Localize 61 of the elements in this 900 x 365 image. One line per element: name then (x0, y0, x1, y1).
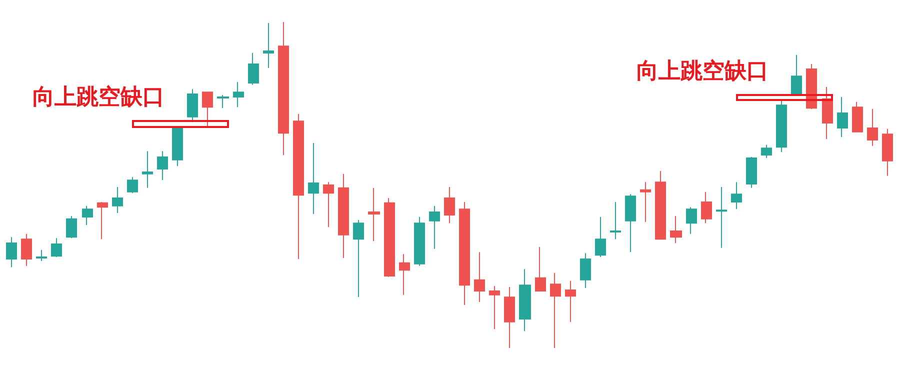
candlestick (731, 182, 742, 210)
candlestick (519, 268, 531, 332)
candlestick (51, 238, 62, 258)
annotation: 向上跳空缺口 (32, 84, 164, 112)
candlestick (791, 54, 802, 96)
candlestick (806, 64, 817, 110)
candlestick (837, 96, 848, 138)
candlestick (66, 215, 77, 239)
candlestick (852, 101, 863, 132)
candlestick (142, 150, 153, 188)
candlestick (263, 22, 274, 68)
candlestick (399, 254, 410, 296)
candlestick (610, 201, 621, 240)
candlestick (550, 272, 561, 348)
candlestick (776, 99, 787, 153)
candlestick (655, 170, 666, 240)
candlestick (6, 236, 17, 268)
candlestick (97, 201, 108, 240)
candlestick (474, 252, 485, 303)
candlestick (414, 216, 425, 266)
candlestick (112, 186, 123, 214)
candlestick (882, 128, 893, 176)
candlestick (489, 286, 500, 330)
candlestick (82, 205, 93, 226)
candlestick (670, 215, 682, 244)
candlestick (187, 88, 198, 123)
candlestick (822, 86, 833, 140)
candlestick (323, 182, 334, 228)
candlestick (459, 201, 470, 306)
candlestick (157, 150, 168, 181)
candlestick (368, 187, 380, 242)
candlestick (384, 198, 395, 278)
candlestick (21, 233, 32, 266)
candlestick (746, 156, 757, 188)
candlestick (686, 206, 697, 234)
candlestick (640, 182, 651, 222)
candlestick (716, 186, 727, 248)
candlestick (36, 249, 47, 262)
candlestick (202, 92, 213, 128)
candlestick (429, 205, 440, 250)
candlestick (293, 113, 304, 260)
candlestick (625, 194, 636, 253)
candlestick (535, 246, 546, 292)
candlestick (127, 176, 138, 194)
annotation: 向上跳空缺口 (636, 58, 768, 86)
candlestick (580, 252, 591, 289)
candlestick (308, 142, 319, 215)
candlestick (504, 286, 515, 348)
candlestick (248, 52, 259, 86)
candlestick (217, 94, 229, 109)
candlestick (172, 126, 183, 167)
candlestick (761, 144, 772, 158)
candlestick (444, 186, 455, 224)
candlestick (565, 280, 576, 322)
candlestick (353, 219, 364, 298)
candlestick (595, 216, 606, 258)
candlestick (278, 22, 289, 156)
candlestick (338, 173, 349, 259)
candlestick (701, 191, 712, 224)
candlestick (867, 108, 878, 146)
candlestick (233, 81, 244, 108)
